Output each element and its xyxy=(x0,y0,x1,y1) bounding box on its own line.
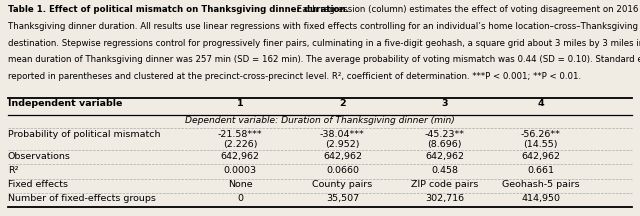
Text: 0.0003: 0.0003 xyxy=(223,166,257,175)
Text: County pairs: County pairs xyxy=(312,180,372,189)
Text: R²: R² xyxy=(8,166,18,175)
Text: 642,962: 642,962 xyxy=(426,152,464,161)
Text: Fixed effects: Fixed effects xyxy=(8,180,68,189)
Text: -56.26**: -56.26** xyxy=(521,130,561,139)
Text: 1: 1 xyxy=(237,99,243,108)
Text: 642,962: 642,962 xyxy=(323,152,362,161)
Text: Number of fixed-effects groups: Number of fixed-effects groups xyxy=(8,194,156,203)
Text: 35,507: 35,507 xyxy=(326,194,359,203)
Text: destination. Stepwise regressions control for progressively finer pairs, culmina: destination. Stepwise regressions contro… xyxy=(8,39,640,48)
Text: (14.55): (14.55) xyxy=(524,140,558,149)
Text: 0.661: 0.661 xyxy=(527,166,554,175)
Text: -45.23**: -45.23** xyxy=(425,130,465,139)
Text: (8.696): (8.696) xyxy=(428,140,462,149)
Text: (2.952): (2.952) xyxy=(325,140,360,149)
Text: 3: 3 xyxy=(442,99,448,108)
Text: mean duration of Thanksgiving dinner was 257 min (SD = 162 min). The average pro: mean duration of Thanksgiving dinner was… xyxy=(8,55,640,64)
Text: 0.458: 0.458 xyxy=(431,166,458,175)
Text: Table 1. Effect of political mismatch on Thanksgiving dinner duration.: Table 1. Effect of political mismatch on… xyxy=(8,5,349,14)
Text: 302,716: 302,716 xyxy=(425,194,465,203)
Text: 414,950: 414,950 xyxy=(522,194,560,203)
Text: (2.226): (2.226) xyxy=(223,140,257,149)
Text: ZIP code pairs: ZIP code pairs xyxy=(411,180,479,189)
Text: Observations: Observations xyxy=(8,152,70,161)
Text: 2: 2 xyxy=(339,99,346,108)
Text: Thanksgiving dinner duration. All results use linear regressions with fixed effe: Thanksgiving dinner duration. All result… xyxy=(8,22,637,31)
Text: -38.04***: -38.04*** xyxy=(320,130,365,139)
Text: -21.58***: -21.58*** xyxy=(218,130,262,139)
Text: 0.0660: 0.0660 xyxy=(326,166,359,175)
Text: Independent variable: Independent variable xyxy=(8,99,122,108)
Text: reported in parentheses and clustered at the precinct-cross-precinct level. R², : reported in parentheses and clustered at… xyxy=(8,72,581,81)
Text: Geohash-5 pairs: Geohash-5 pairs xyxy=(502,180,580,189)
Text: Each regression (column) estimates the effect of voting disagreement on 2016: Each regression (column) estimates the e… xyxy=(294,5,639,14)
Text: 0: 0 xyxy=(237,194,243,203)
Text: None: None xyxy=(228,180,252,189)
Text: Dependent variable: Duration of Thanksgiving dinner (min): Dependent variable: Duration of Thanksgi… xyxy=(185,116,455,125)
Text: Probability of political mismatch: Probability of political mismatch xyxy=(8,130,160,139)
Text: 4: 4 xyxy=(538,99,544,108)
Text: 642,962: 642,962 xyxy=(221,152,259,161)
Text: 642,962: 642,962 xyxy=(522,152,560,161)
